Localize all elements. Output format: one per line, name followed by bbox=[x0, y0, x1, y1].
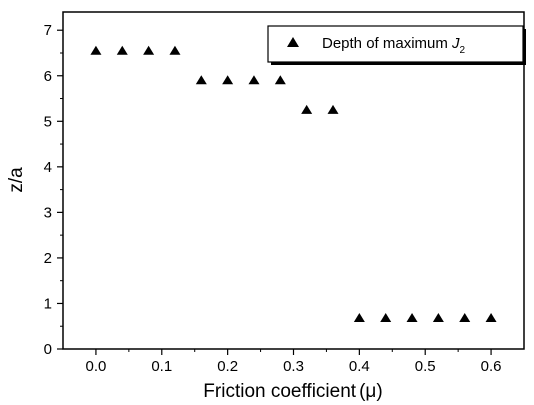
y-tick-label: 6 bbox=[44, 68, 52, 85]
legend-triangle-marker bbox=[287, 37, 299, 47]
y-axis-label: z/a bbox=[6, 167, 27, 193]
data-point-triangle bbox=[380, 313, 392, 323]
data-point-triangle bbox=[432, 313, 444, 323]
data-point-triangle bbox=[274, 75, 286, 85]
x-tick-label: 0.4 bbox=[349, 358, 370, 375]
x-tick-label: 0.5 bbox=[415, 358, 436, 375]
x-tick-label: 0.1 bbox=[151, 358, 172, 375]
data-point-triangle bbox=[143, 45, 155, 55]
y-tick-label: 4 bbox=[44, 159, 52, 176]
data-point-triangle bbox=[327, 104, 339, 114]
legend: Depth of maximum J2 bbox=[267, 25, 526, 65]
x-tick-label: 0.6 bbox=[481, 358, 502, 375]
y-tick-label: 7 bbox=[44, 22, 52, 39]
x-tick-label: 0.2 bbox=[217, 358, 238, 375]
data-point-triangle bbox=[485, 313, 497, 323]
y-axis-ticks: 0 1 2 3 4 5 6 7 bbox=[44, 22, 63, 358]
data-point-triangle bbox=[248, 75, 260, 85]
data-point-triangle bbox=[301, 104, 313, 114]
data-point-triangle bbox=[195, 75, 207, 85]
y-tick-label: 5 bbox=[44, 113, 52, 130]
y-tick-label: 1 bbox=[44, 295, 52, 312]
y-tick-label: 2 bbox=[44, 250, 52, 267]
y-tick-label: 3 bbox=[44, 204, 52, 221]
x-axis-label-text: Friction coefficient bbox=[203, 381, 356, 402]
x-tick-label: 0.3 bbox=[283, 358, 304, 375]
x-axis-ticks: 0.0 0.1 0.2 0.3 0.4 0.5 0.6 bbox=[85, 349, 502, 375]
legend-box bbox=[267, 25, 524, 63]
data-point-triangle bbox=[90, 45, 102, 55]
data-point-triangle bbox=[459, 313, 471, 323]
data-point-triangle bbox=[222, 75, 234, 85]
legend-label-subscript: 2 bbox=[460, 45, 466, 56]
x-tick-label: 0.0 bbox=[85, 358, 106, 375]
data-point-triangle bbox=[406, 313, 418, 323]
legend-label-var: J bbox=[451, 35, 460, 52]
legend-label-text: Depth of maximum bbox=[322, 35, 452, 52]
data-point-triangle bbox=[169, 45, 181, 55]
y-tick-label: 0 bbox=[44, 341, 52, 358]
legend-label: Depth of maximum J2 bbox=[322, 35, 466, 56]
x-axis-label: Friction coefficient (μ) bbox=[203, 381, 382, 402]
data-point-triangle bbox=[116, 45, 128, 55]
data-point-triangle bbox=[353, 313, 365, 323]
data-markers bbox=[90, 45, 497, 323]
x-axis-label-unit: (μ) bbox=[359, 381, 383, 402]
